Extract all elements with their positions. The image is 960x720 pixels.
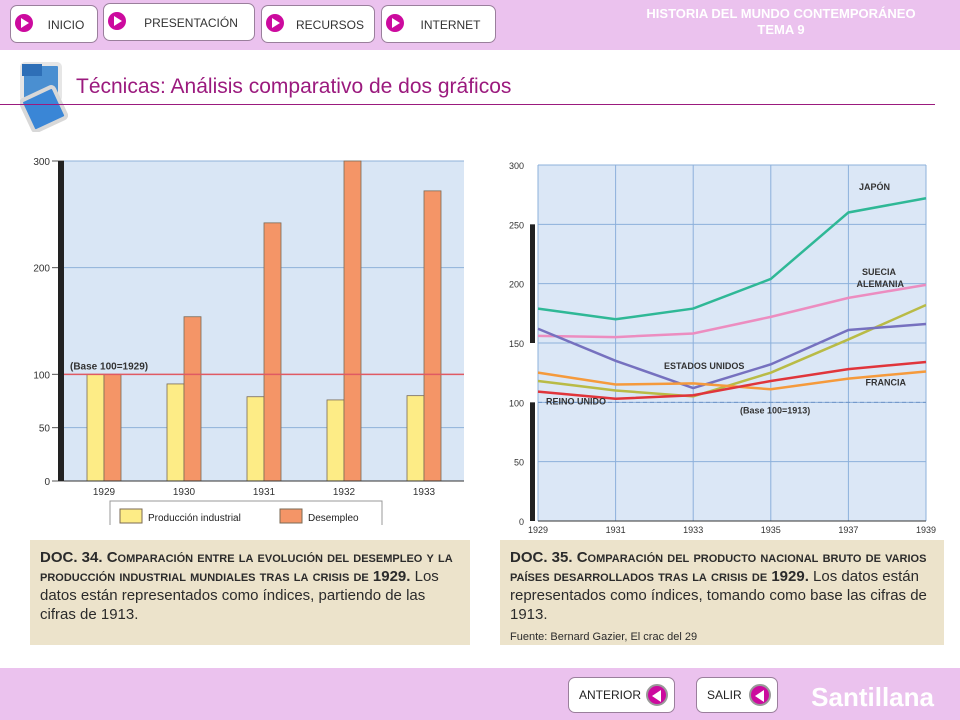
back-arrow-icon [646,684,668,706]
y-tick-label: 50 [39,424,51,435]
legend-label: Desempleo [308,513,359,524]
legend-swatch [119,508,143,524]
y-tick-label: 100 [33,370,50,381]
bar-produccion [326,399,345,482]
legend-swatch [279,508,303,524]
y-tick-label: 250 [509,220,524,230]
baseline-label: (Base 100=1929) [70,361,148,372]
bar-produccion [406,395,425,482]
back-arrow-icon [749,684,771,706]
x-tick-label: 1939 [916,525,936,535]
salir-button[interactable]: SALIR [696,677,778,713]
page-title: Técnicas: Análisis comparativo de dos gr… [76,75,512,98]
anterior-button[interactable]: ANTERIOR [568,677,675,713]
series-line [537,196,927,321]
play-icon [386,14,404,32]
y-tick-label: 200 [509,280,524,290]
series-label: SUECIA [862,267,897,277]
course-topic: TEMA 9 [757,22,805,37]
doc34-number: DOC. 34. [40,549,103,566]
doc35-source: Fuente: Bernard Gazier, El crac del 29 [510,631,698,643]
x-tick-label: 1929 [528,525,548,535]
y-tick-label: 0 [44,477,50,488]
doc35-caption: DOC. 35. Comparación del producto nacion… [500,540,944,645]
presentacion-button[interactable]: PRESENTACIÓN [103,3,255,41]
course-title: HISTORIA DEL MUNDO CONTEMPORÁNEO TEMA 9 [616,6,946,38]
x-tick-label: 1931 [253,487,276,498]
bottom-bar [0,668,960,720]
y-axis-bar [530,224,535,343]
x-tick-label: 1937 [838,525,858,535]
y-tick-label: 200 [33,264,50,275]
x-tick-label: 1929 [93,487,116,498]
doc34-title: Comparación entre la evolución del desem… [40,549,453,585]
bar-desempleo [103,373,122,482]
series-label: ESTADOS UNIDOS [664,361,744,371]
x-tick-label: 1930 [173,487,196,498]
bar-desempleo [423,190,442,482]
series-line [537,303,927,398]
y-tick-label: 100 [509,398,524,408]
x-tick-label: 1935 [761,525,781,535]
series-label: JAPÓN [859,181,890,192]
title-divider [0,104,935,105]
series-line [537,360,927,401]
doc34-text: Los datos están representados como índic… [40,568,439,623]
series-line [537,370,927,391]
bar-produccion [246,396,265,482]
line-chart: 0 50 100 150 200 250 300 1929 1931 1933 1935 1937 19… [509,161,936,535]
y-axis-bar [58,161,64,481]
series-label: REINO UNIDO [546,397,606,407]
doc35-text: Los datos están representados como índic… [510,568,927,623]
series-label: ALEMANIA [857,279,905,289]
doc35-title: Comparación del producto nacional bruto … [510,549,927,585]
play-icon [266,14,284,32]
bar-desempleo [343,160,362,482]
bar-produccion [166,383,185,482]
bar-produccion [86,373,105,482]
internet-button[interactable]: INTERNET [381,5,496,43]
doc35-number: DOC. 35. [510,549,573,566]
series-line [537,283,927,339]
anterior-label: ANTERIOR [579,688,642,702]
recursos-button[interactable]: RECURSOS [261,5,375,43]
doc34-caption: DOC. 34. Comparación entre la evolución … [30,540,470,645]
x-tick-label: 1932 [333,487,356,498]
salir-label: SALIR [707,688,742,702]
y-tick-label: 300 [509,161,524,171]
doc34-figure: 0 50 100 200 300 1929 1930 1931 1932 1933 (Base 10… [30,145,470,645]
x-tick-label: 1933 [413,487,436,498]
play-icon [15,14,33,32]
x-tick-label: 1933 [683,525,703,535]
squares-logo-icon [20,62,68,132]
brand-logo: Santillana [811,682,934,712]
bar-desempleo [183,316,202,482]
y-tick-label: 0 [519,517,524,527]
baseline-label: (Base 100=1913) [740,405,810,415]
play-icon [108,12,126,30]
series-label: FRANCIA [866,377,907,387]
presentacion-label: PRESENTACIÓN [144,16,238,30]
inicio-label: INICIO [47,18,85,32]
legend-label: Producción industrial [148,513,241,524]
x-tick-label: 1931 [606,525,626,535]
internet-label: INTERNET [420,18,481,32]
inicio-button[interactable]: INICIO [10,5,98,43]
legend-box [109,500,383,525]
series-line [537,322,927,390]
bar-chart: 0 50 100 200 300 1929 1930 1931 1932 1933 (Base 10… [33,157,464,525]
y-tick-label: 50 [514,458,524,468]
doc35-figure: 0 50 100 150 200 250 300 1929 1931 1933 1935 1937 19… [500,145,944,645]
y-tick-label: 150 [509,339,524,349]
course-name: HISTORIA DEL MUNDO CONTEMPORÁNEO [646,6,916,21]
y-tick-label: 300 [33,157,50,168]
y-axis-bar [530,402,535,521]
recursos-label: RECURSOS [295,18,364,32]
bar-desempleo [263,222,282,482]
